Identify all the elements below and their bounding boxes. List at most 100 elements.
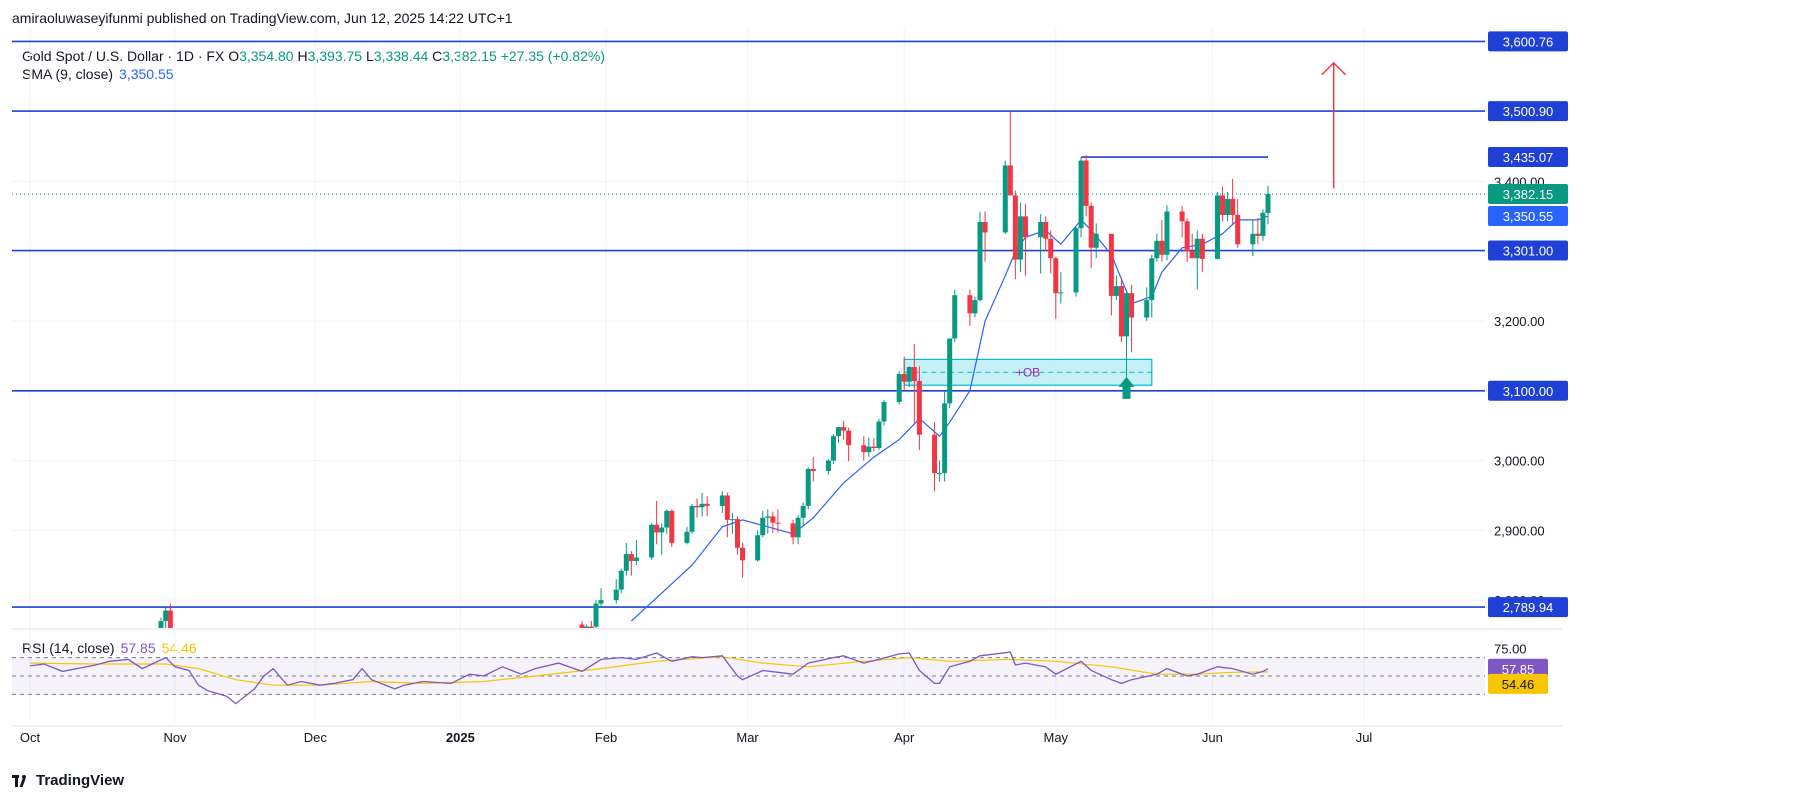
segment-level-price-tag: 3,435.07 [1503, 150, 1554, 165]
candle-body [881, 401, 887, 422]
candle-body [1235, 214, 1241, 245]
level-price-tag-bg [1488, 101, 1568, 122]
symbol-legend: Gold Spot / U.S. Dollar · 1D · FX O3,354… [22, 46, 605, 66]
sma-price-tag: 3,350.55 [1503, 209, 1554, 224]
sma-label: SMA (9, close) [22, 66, 114, 82]
candle-body [1255, 233, 1261, 236]
candle-body [800, 505, 806, 518]
candle-body [755, 535, 761, 561]
candle-body [770, 516, 776, 523]
last-price-tag-bg [1488, 183, 1568, 204]
candle-body [825, 460, 831, 472]
candle-body [977, 221, 983, 301]
candle-body [1129, 293, 1135, 318]
open-value: 3,354.80 [239, 48, 294, 64]
last-price-tag: 3,382.15 [1503, 187, 1554, 202]
candle-body [775, 522, 781, 524]
candle-body [1225, 198, 1231, 215]
symbol-title[interactable]: Gold Spot / U.S. Dollar · 1D · FX [22, 48, 225, 64]
up-signal-icon [1118, 376, 1135, 399]
candle-body [760, 517, 766, 536]
rsi-legend[interactable]: RSI (14, close) 57.85 54.46 [22, 640, 197, 656]
rsi-ma-line [29, 656, 1269, 686]
candle-body [967, 295, 973, 314]
candle-body [861, 445, 867, 453]
rsi-axis-tick: 75.00 [1494, 642, 1527, 657]
candle-body [704, 503, 710, 506]
candle-body [163, 610, 169, 622]
candle-body [916, 381, 922, 435]
candle-body [1038, 221, 1044, 238]
level-price-tag-bg [1488, 597, 1568, 618]
time-axis-label: Feb [595, 730, 617, 745]
candle-body [866, 446, 872, 453]
rsi-ma-legend-value: 54.46 [161, 640, 197, 656]
candle-body [1053, 258, 1059, 294]
tradingview-brand: TradingView [36, 772, 125, 789]
sma-price-tag-bg [1488, 205, 1568, 226]
candle-body [729, 519, 735, 521]
time-axis-label: Dec [304, 730, 328, 745]
close-value: 3,382.15 [442, 48, 497, 64]
candle-body [633, 557, 639, 562]
candle-body [952, 295, 958, 339]
candle-body [1154, 240, 1160, 259]
candle-body [588, 626, 594, 628]
candle-body [32, 696, 37, 701]
candle-body [649, 524, 655, 558]
candle-body [972, 300, 978, 314]
candle-body [1043, 221, 1049, 239]
candle-body [1220, 195, 1226, 215]
candle-body [896, 374, 902, 402]
candle-body [790, 523, 796, 538]
candle-body [1108, 233, 1114, 296]
rsi-value-tag: 57.85 [1502, 662, 1535, 677]
candle-body [1164, 211, 1170, 255]
rsi-value-tag-bg [1488, 658, 1548, 679]
candle-body [1017, 216, 1023, 260]
candle-body [1199, 238, 1205, 259]
time-axis-label: Nov [163, 730, 187, 745]
candle-body [1078, 160, 1084, 229]
candle-body [154, 642, 159, 647]
candle-body [684, 531, 690, 543]
tradingview-logo[interactable]: TradingView [12, 772, 124, 789]
price-axis-tick: 3,000.00 [1494, 454, 1545, 469]
sma-legend[interactable]: SMA (9, close) 3,350.55 [22, 66, 174, 82]
low-label: L [365, 48, 374, 64]
candle-body [1260, 212, 1266, 236]
candle-body [336, 712, 341, 717]
candle-body [841, 427, 847, 431]
rsi-line [29, 651, 1269, 705]
candle-body [579, 624, 585, 628]
candle-body [699, 503, 705, 508]
candle-body [1230, 198, 1236, 215]
candle-body [1058, 292, 1064, 294]
candle-body [694, 505, 700, 508]
candle-body [846, 430, 852, 446]
publication-line: amiraoluwaseyifunmi published on Trading… [12, 10, 513, 26]
level-price-tag: 3,301.00 [1503, 244, 1554, 259]
candle-body [140, 638, 145, 648]
candle-body [1159, 240, 1165, 255]
candle-body [942, 403, 948, 474]
price-axis-tick: 3,200.00 [1494, 314, 1545, 329]
candle-body [947, 338, 953, 404]
order-block-label: +OB [1016, 365, 1040, 379]
candle-body [1179, 211, 1185, 222]
candle-body [628, 554, 634, 562]
candle-body [689, 505, 695, 532]
candle-body [669, 510, 675, 543]
candle-body [1124, 293, 1130, 337]
sma-line [630, 215, 1269, 622]
candle-body [593, 603, 599, 627]
time-axis-label: Jul [1356, 730, 1373, 745]
candle-body [1093, 233, 1099, 248]
candle-body [734, 519, 740, 548]
candle-body [598, 600, 604, 604]
candle-body [659, 527, 665, 533]
candle-body [121, 652, 126, 657]
rsi-ma-value-tag: 54.46 [1502, 677, 1535, 692]
candle-body [1022, 216, 1028, 238]
